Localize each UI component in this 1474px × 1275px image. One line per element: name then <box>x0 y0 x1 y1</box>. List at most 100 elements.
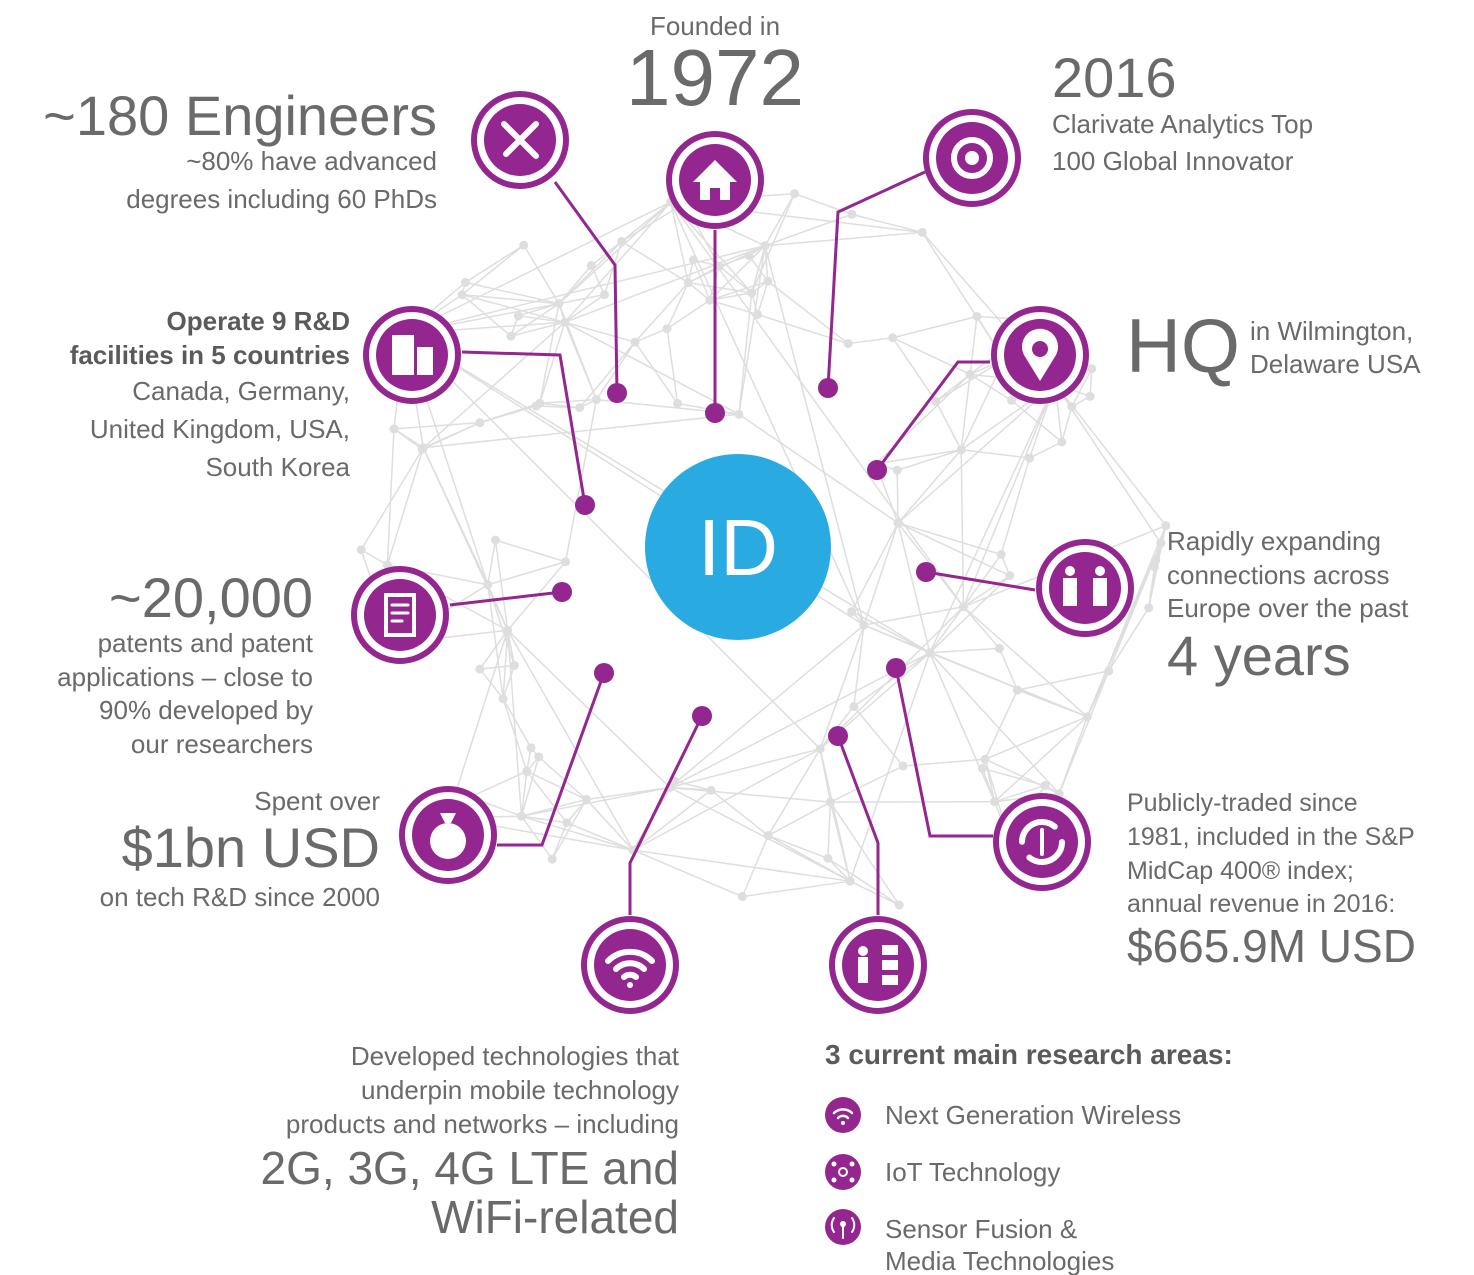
mesh-node <box>490 535 500 545</box>
mesh-node <box>825 797 835 807</box>
mesh-line <box>579 341 636 409</box>
mesh-node <box>823 853 833 863</box>
mesh-line <box>479 668 504 700</box>
patents-line: applications – close to <box>57 662 313 692</box>
patents-line: our researchers <box>131 729 313 759</box>
mesh-line <box>962 575 1011 608</box>
mesh-node <box>956 445 966 455</box>
mesh-line <box>709 245 766 301</box>
mesh-node <box>535 398 545 408</box>
mesh-line <box>853 706 904 767</box>
facilities-bold: Operate 9 R&D <box>167 306 351 336</box>
mesh-line <box>666 328 679 404</box>
mesh-node <box>516 811 526 821</box>
mesh-node <box>815 744 825 754</box>
mesh-node <box>561 557 571 567</box>
europe-headline: 4 years <box>1167 624 1351 687</box>
mesh-line <box>521 815 567 824</box>
mesh-node <box>706 785 716 795</box>
mesh-line <box>929 652 1060 795</box>
mesh-line <box>632 748 821 851</box>
mesh-line <box>526 770 568 824</box>
mesh-line <box>853 625 865 707</box>
mesh-line <box>494 540 509 631</box>
engineers-headline: ~180 Engineers <box>43 84 437 147</box>
mesh-line <box>741 835 769 897</box>
research-item: Sensor Fusion & <box>885 1214 1077 1244</box>
mesh-line <box>632 849 743 898</box>
mesh-line <box>551 799 588 860</box>
mesh-line <box>1061 406 1073 443</box>
mesh-line <box>750 245 766 294</box>
mesh-line <box>897 522 1011 577</box>
mesh-line <box>666 282 689 330</box>
mesh-line <box>969 316 978 375</box>
mesh-line <box>469 770 528 798</box>
public-line: MidCap 400® index; <box>1127 857 1354 885</box>
mobile-line: underpin mobile technology <box>361 1075 679 1105</box>
mesh-node <box>457 290 467 300</box>
mesh-line <box>670 201 865 626</box>
mobile-line: Developed technologies that <box>351 1041 680 1071</box>
mesh-line <box>929 606 965 654</box>
founded-year: 1972 <box>626 33 804 122</box>
mobile-line: products and networks – including <box>286 1109 679 1139</box>
mesh-line <box>830 765 904 803</box>
mesh-node <box>1007 395 1017 405</box>
spend-headline: $1bn USD <box>122 816 380 879</box>
mesh-line <box>520 756 540 817</box>
mesh-line <box>764 231 923 247</box>
mesh-line <box>984 759 996 802</box>
mesh-line <box>849 880 900 906</box>
mesh-node <box>534 752 544 762</box>
mesh-line <box>487 561 566 586</box>
mesh-node <box>894 900 904 910</box>
engineers-line: ~80% have advanced <box>186 146 437 176</box>
mesh-line <box>851 213 923 234</box>
mesh-node <box>599 290 609 300</box>
mesh-line <box>510 303 560 337</box>
mesh-line <box>757 313 849 345</box>
mesh-node <box>845 876 855 886</box>
mesh-node <box>1087 364 1097 374</box>
mesh-line <box>896 449 962 471</box>
mesh-node <box>1161 521 1171 531</box>
mesh-line <box>564 201 672 323</box>
mesh-node <box>460 277 470 287</box>
mesh-line <box>446 630 509 819</box>
mesh-node <box>849 702 859 712</box>
mesh-line <box>404 244 766 335</box>
mesh-node <box>418 443 428 453</box>
mesh-node <box>977 763 987 773</box>
mesh-line <box>851 522 899 612</box>
mesh-node <box>662 324 672 334</box>
mesh-line <box>520 815 553 860</box>
innovator-year: 2016 <box>1052 46 1177 109</box>
mesh-line <box>849 652 931 882</box>
mesh-line <box>521 815 634 851</box>
spend-footer: on tech R&D since 2000 <box>100 882 380 912</box>
mesh-node <box>673 398 683 408</box>
mesh-line <box>423 413 739 449</box>
mesh-node <box>1151 555 1161 565</box>
mesh-line <box>892 315 978 339</box>
europe-line: Rapidly expanding <box>1167 526 1381 556</box>
mesh-line <box>632 849 851 882</box>
mesh-line <box>423 421 481 449</box>
mobile-headline: 2G, 3G, 4G LTE and <box>261 1142 679 1194</box>
mesh-line <box>962 383 1056 608</box>
public-line: Publicly-traded since <box>1127 789 1358 817</box>
mesh-node <box>1040 781 1050 791</box>
mesh-line <box>479 629 509 670</box>
mesh-node <box>847 607 857 617</box>
mesh-line <box>386 428 395 565</box>
mesh-node <box>714 261 724 271</box>
mesh-line <box>670 201 690 283</box>
mesh-line <box>479 664 515 670</box>
mesh-line <box>461 293 566 324</box>
mesh-node <box>996 550 1006 560</box>
patents-line: patents and patent <box>98 628 314 658</box>
mesh-line <box>666 299 711 330</box>
mesh-node <box>917 227 927 237</box>
mobile-headline: WiFi-related <box>431 1191 679 1243</box>
